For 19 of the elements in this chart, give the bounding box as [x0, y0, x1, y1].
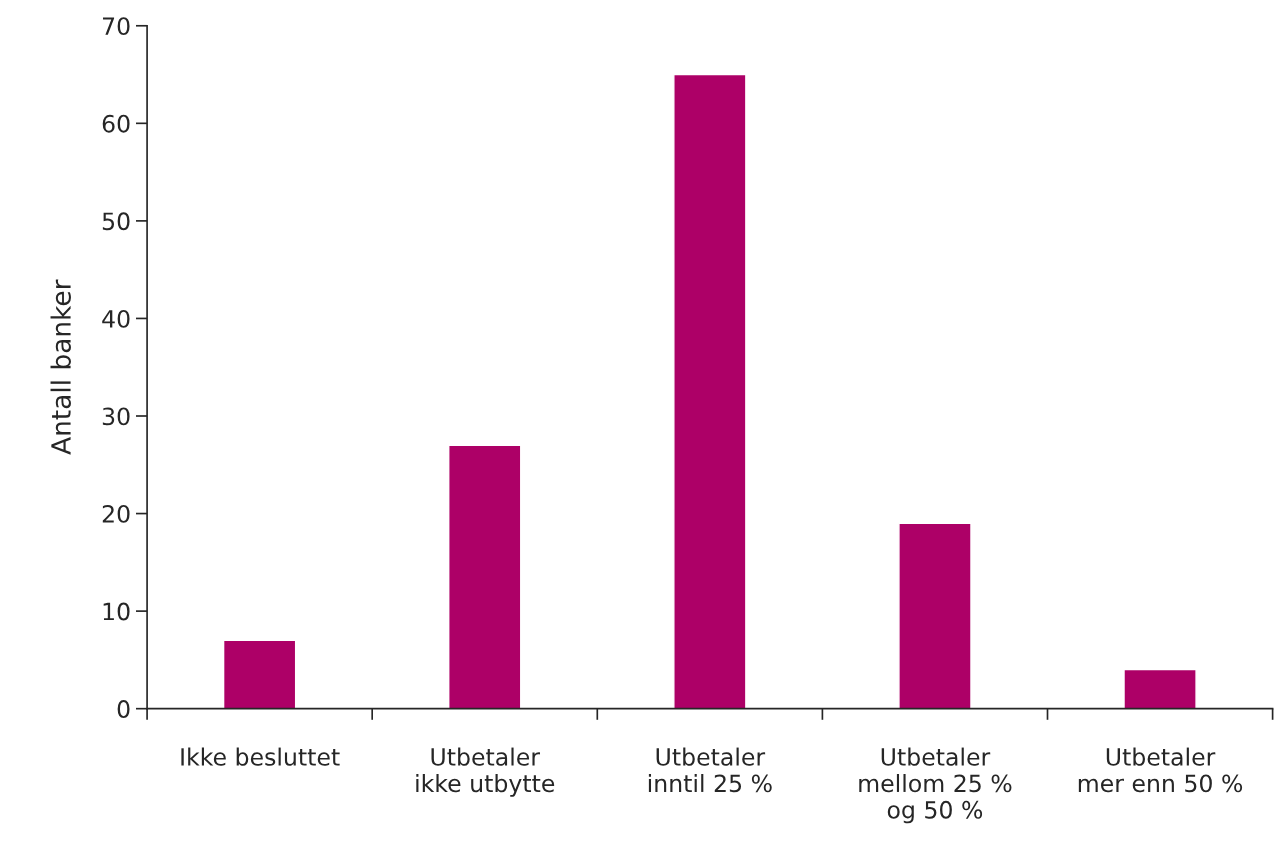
y-tick-label: 20 [102, 505, 130, 523]
x-tick-label: Utbetaler ikke utbytte [416, 747, 555, 797]
y-tick-label: 10 [103, 602, 130, 621]
bar [448, 444, 522, 709]
y-tick-label: 60 [102, 114, 130, 133]
y-tick-label: 50 [102, 212, 130, 231]
bar [898, 522, 972, 709]
y-axis-title: Antall banker [50, 279, 71, 455]
y-tick-label: 40 [102, 309, 130, 328]
x-tick-label: Utbetaler inntil 25 % [648, 747, 772, 793]
x-tick-label: Utbetaler mellom 25 % og 50 % [859, 747, 1012, 824]
bar [1123, 668, 1197, 709]
y-tick-label: 70 [103, 17, 130, 36]
x-tick-label: Utbetaler mer enn 50 % [1078, 747, 1243, 793]
x-tick-label: Ikke besluttet [181, 747, 340, 766]
y-tick-label: 30 [102, 407, 130, 426]
y-tick-label: 0 [117, 700, 130, 718]
bar [222, 639, 297, 709]
bar [673, 73, 747, 709]
